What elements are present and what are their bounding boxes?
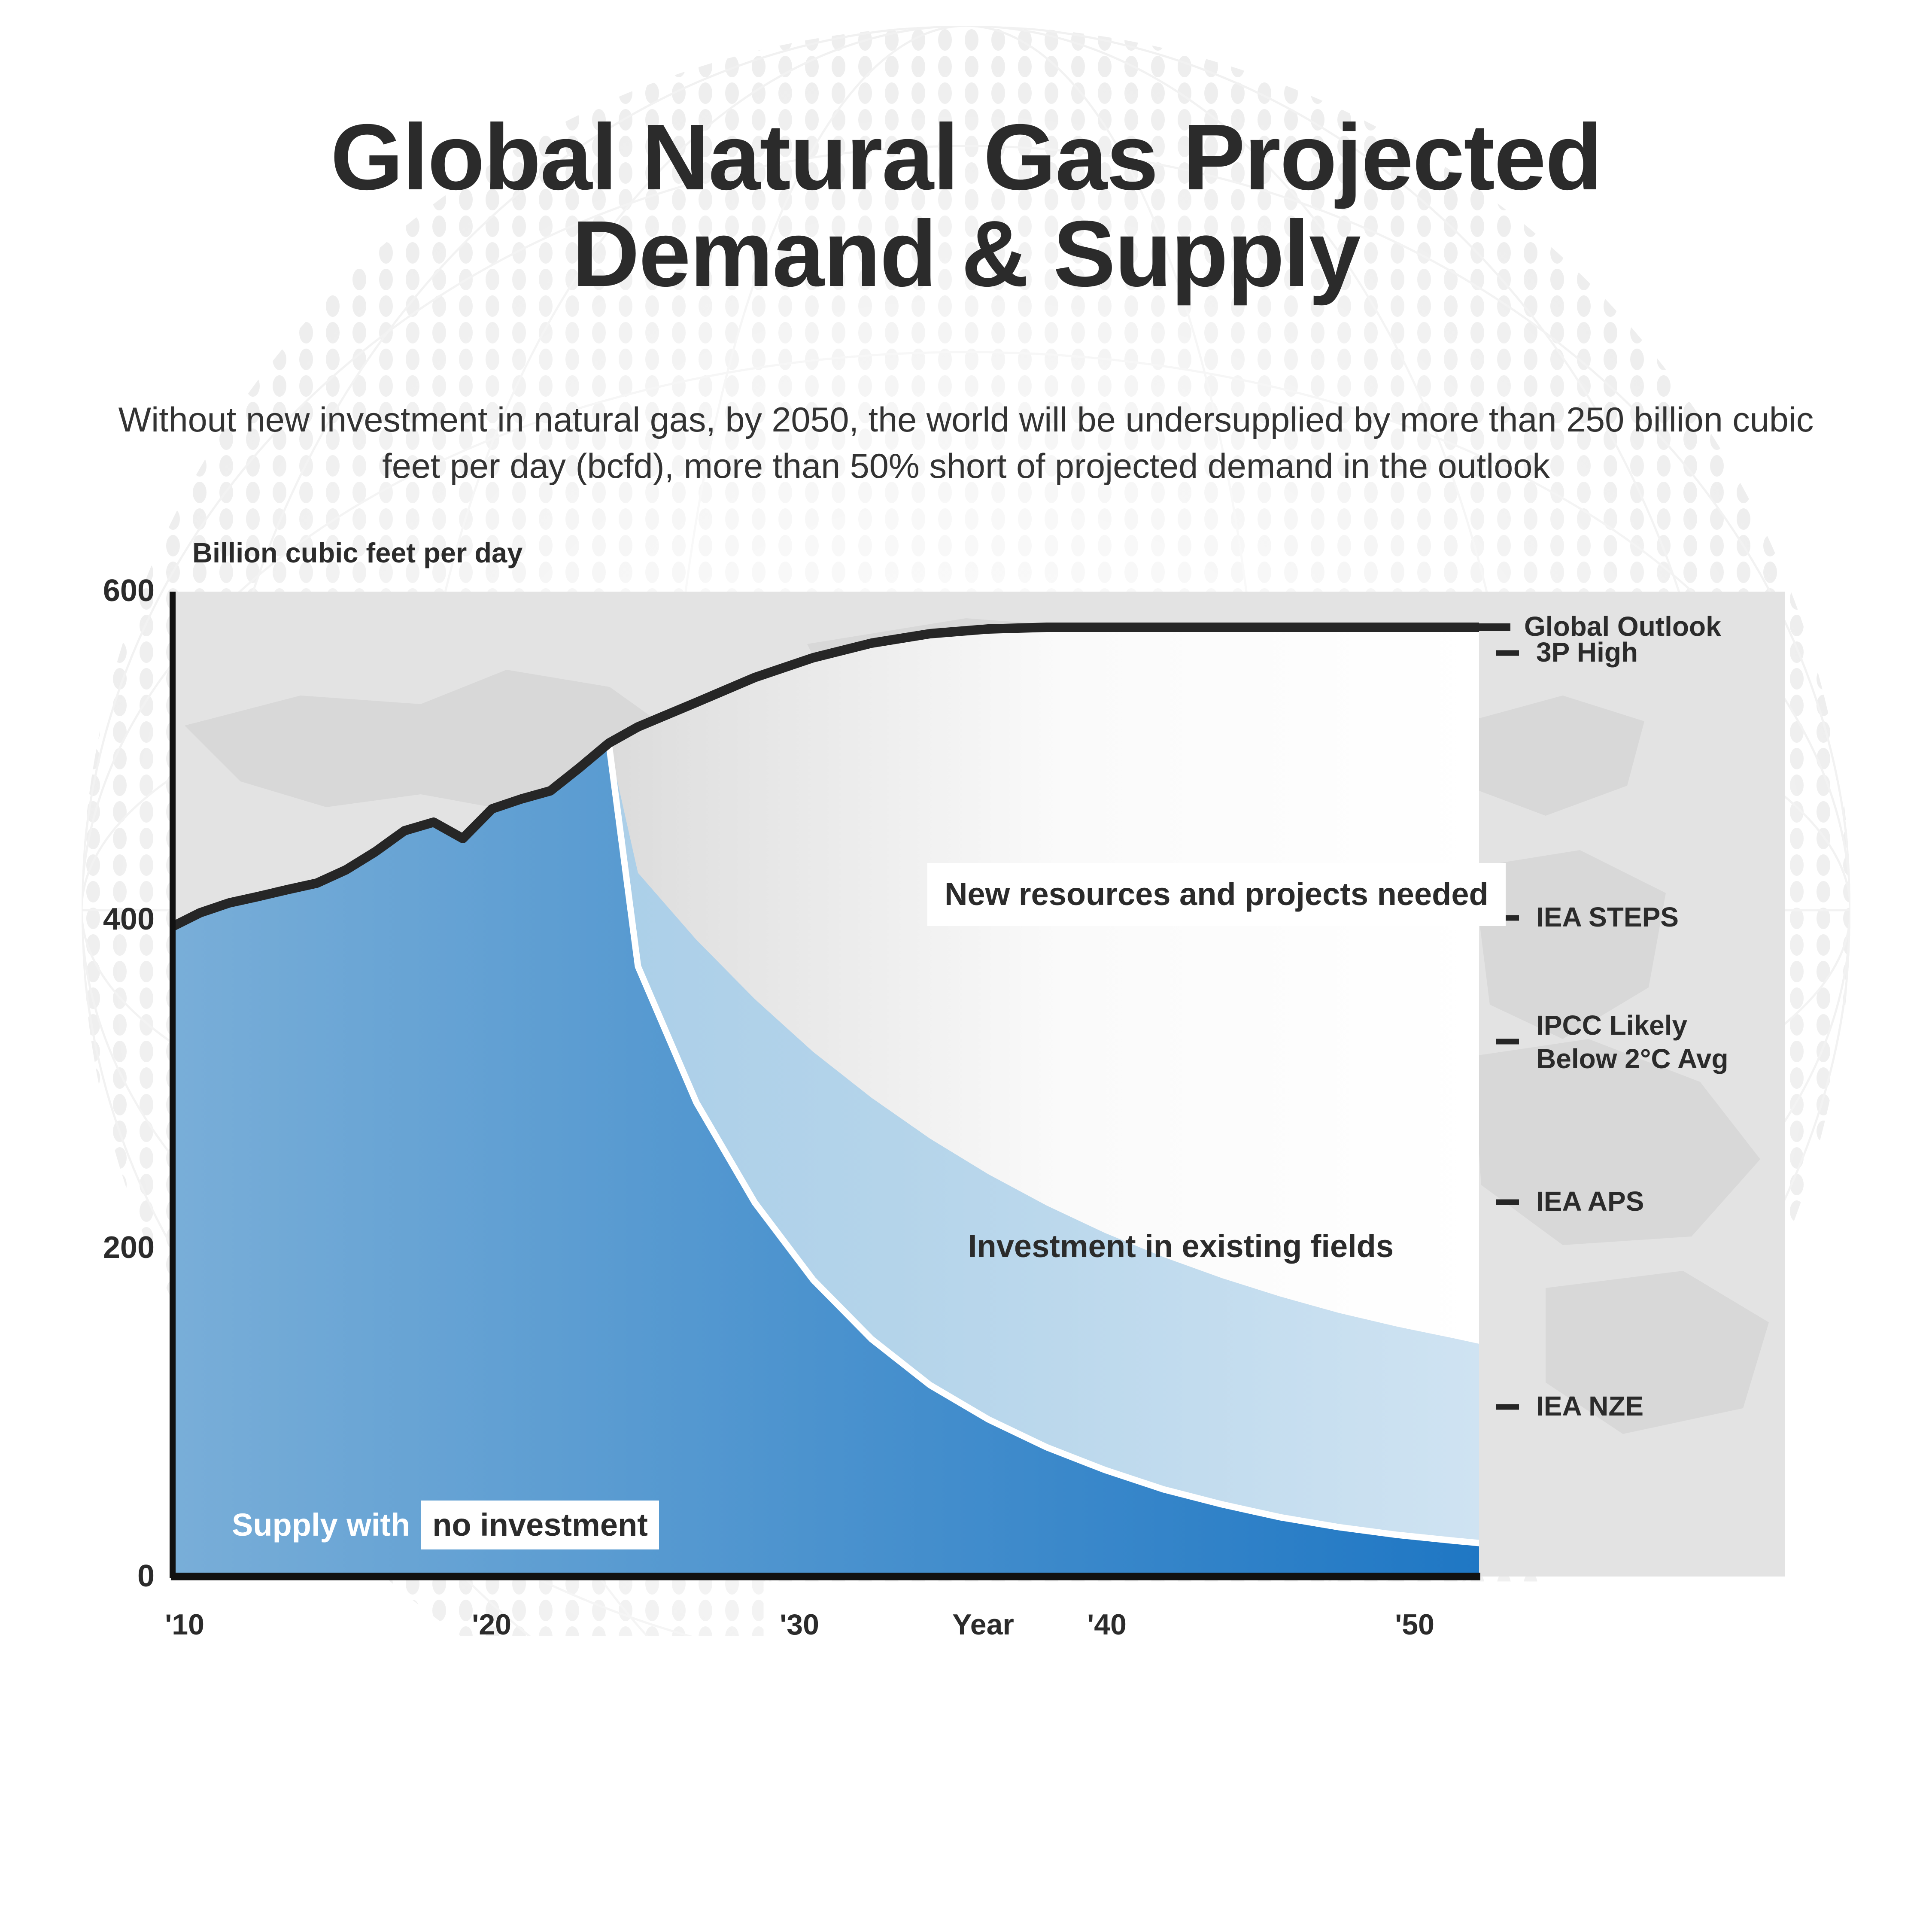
x-tick-10: '10 [129,1608,240,1641]
x-axis-title: Year [919,1608,1048,1641]
y-tick-0: 0 [26,1558,155,1594]
x-tick-30: '30 [744,1608,855,1641]
supply-label-highlight: no investment [421,1501,659,1549]
title-line-2: Demand & Supply [0,206,1932,303]
y-tick-600: 600 [26,573,155,608]
footer-source-note: Source: graph replicated from ExxonMobil… [803,1860,1498,1878]
title-line-1: Global Natural Gas Projected [0,109,1932,206]
footer-slogan-line-2: CANADIAN ENERGY [803,1785,1498,1844]
annotation-supply-no-investment: Supply with no investment [232,1501,659,1549]
annotation-investment-existing-fields: Investment in existing fields [968,1226,1394,1267]
brand-accent-bar [608,1889,655,1900]
legend-item-global-outlook[interactable]: Global Outlook [1524,610,1721,643]
brand-name-line-2: ACTION [532,1841,730,1879]
footer-slogan-line-1: THE WORLD NEEDS MORE [803,1735,1498,1785]
x-tick-50: '50 [1359,1608,1470,1641]
page-subtitle: Without new investment in natural gas, b… [99,397,1833,489]
legend-item-ipcc-likely-below-2c[interactable]: IPCC Likely Below 2°C Avg [1536,1009,1728,1075]
page-title: Global Natural Gas Projected Demand & Su… [0,109,1932,302]
x-tick-20: '20 [436,1608,547,1641]
brand-name-line-1: CANADA [532,1803,730,1841]
y-axis-title: Billion cubic feet per day [192,537,522,569]
legend-item-iea-aps[interactable]: IEA APS [1536,1185,1644,1218]
legend-item-iea-nze[interactable]: IEA NZE [1536,1389,1643,1423]
canada-action-logo[interactable]: CANADA ACTION [532,1715,730,1900]
annotation-new-resources: New resources and projects needed [927,863,1506,926]
supply-label-prefix: Supply with [232,1509,421,1541]
x-tick-40: '40 [1051,1608,1163,1641]
maple-leaf-icon [592,1715,670,1795]
y-tick-200: 200 [26,1230,155,1265]
legend-item-iea-steps[interactable]: IEA STEPS [1536,900,1679,934]
footer-divider [762,1719,764,1904]
y-tick-400: 400 [26,902,155,937]
